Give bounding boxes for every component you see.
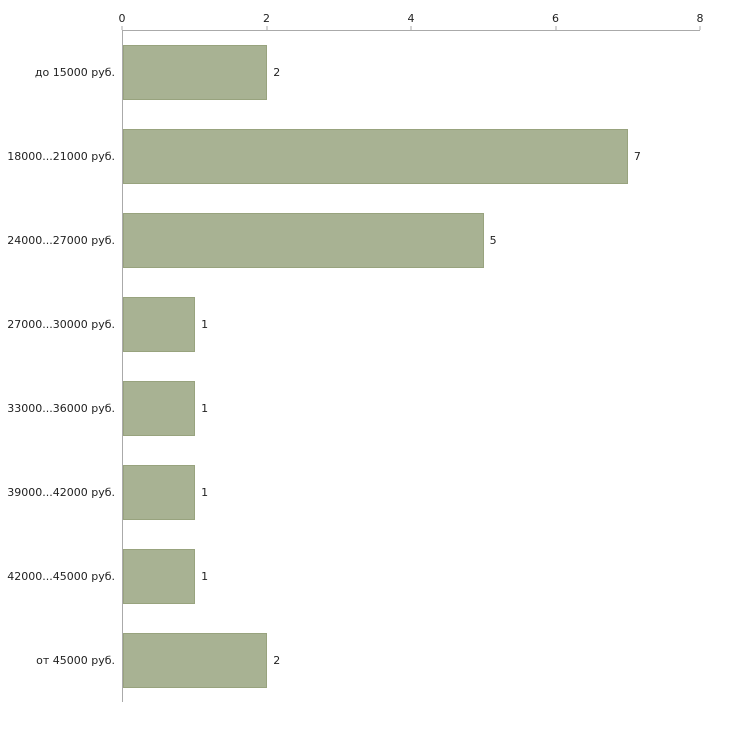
x-axis: 0 2 4 6 8 <box>119 0 704 30</box>
value-label: 5 <box>489 234 497 248</box>
bar <box>123 632 268 688</box>
plot-area: до 15000 руб. 2 18000...21000 руб. 7 24000..… <box>7 30 700 702</box>
bar <box>123 380 196 436</box>
bar-row: до 15000 руб. 2 <box>35 31 700 115</box>
bar <box>123 297 196 353</box>
value-label: 1 <box>201 569 209 583</box>
category-label: 33000...36000 руб. <box>7 401 115 415</box>
bar <box>123 45 268 101</box>
x-tick-label: 6 <box>552 12 559 25</box>
bar-row: 39000...42000 руб. 1 <box>7 450 700 534</box>
bar <box>123 464 196 520</box>
x-tick-mark <box>266 26 267 30</box>
bar-row: 18000...21000 руб. 7 <box>7 115 700 199</box>
value-label: 1 <box>201 485 209 499</box>
x-tick-label: 8 <box>696 12 704 25</box>
x-tick: 4 <box>408 13 415 30</box>
x-tick-label: 0 <box>118 12 126 25</box>
bar-row: 24000...27000 руб. 5 <box>7 199 700 283</box>
category-label: до 15000 руб. <box>34 66 115 80</box>
x-tick-mark <box>555 26 556 30</box>
x-tick-mark <box>699 26 701 30</box>
x-tick: 6 <box>552 13 559 30</box>
bar <box>123 213 484 269</box>
category-label: 27000...30000 руб. <box>7 318 115 332</box>
x-tick: 8 <box>697 13 704 30</box>
bar <box>123 129 628 185</box>
bar-row: от 45000 руб. 2 <box>36 618 700 702</box>
value-label: 2 <box>273 653 281 667</box>
value-label: 2 <box>273 66 281 80</box>
category-label: 42000...45000 руб. <box>7 569 115 583</box>
category-label: 39000...42000 руб. <box>7 485 115 499</box>
category-label: от 45000 руб. <box>36 653 115 667</box>
x-tick-mark <box>121 26 123 30</box>
category-label: 18000...21000 руб. <box>7 150 115 164</box>
bar-row: 33000...36000 руб. 1 <box>7 367 700 451</box>
x-tick: 2 <box>263 13 270 30</box>
value-label: 1 <box>201 401 209 415</box>
bar-row: 42000...45000 руб. 1 <box>7 534 700 618</box>
x-tick-label: 4 <box>407 12 415 25</box>
x-tick-label: 2 <box>263 12 270 25</box>
x-tick: 0 <box>119 13 126 30</box>
bar <box>123 548 196 604</box>
bar-row: 27000...30000 руб. 1 <box>7 283 700 367</box>
category-label: 24000...27000 руб. <box>7 234 115 248</box>
x-tick-mark <box>410 26 412 30</box>
value-label: 1 <box>201 318 209 332</box>
value-label: 7 <box>633 150 641 164</box>
